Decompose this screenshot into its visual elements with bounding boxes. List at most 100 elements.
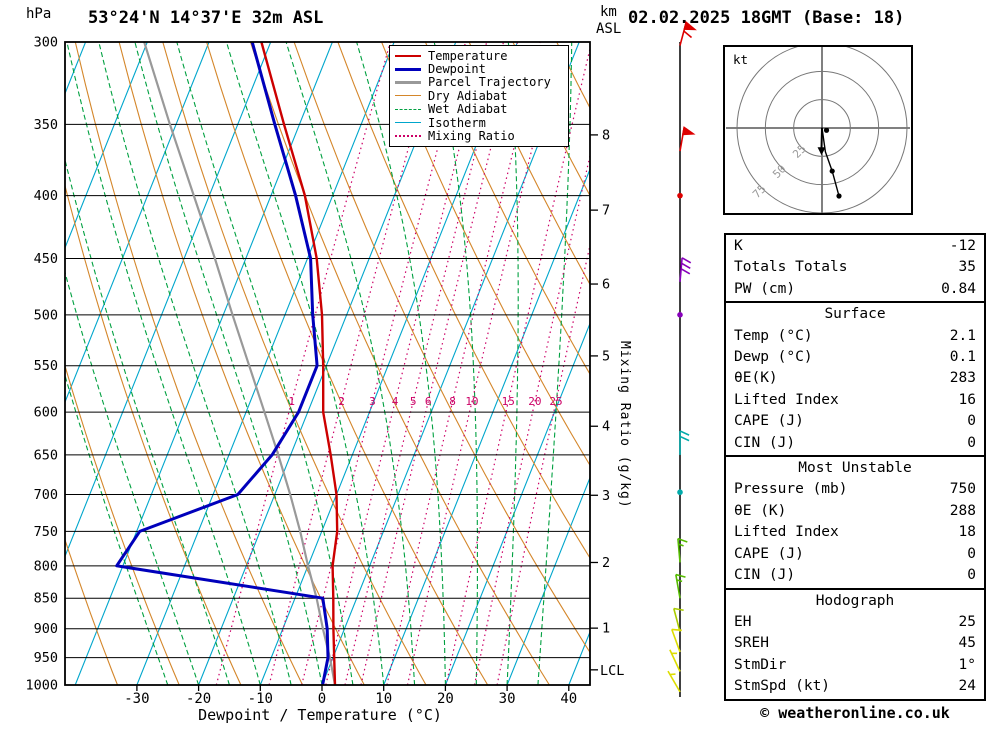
mixing-ratio-value: 20 xyxy=(528,395,541,408)
mixing-ratio-value: 4 xyxy=(392,395,399,408)
table-row: θE (K) 288 xyxy=(726,501,984,522)
table-label: Lifted Index xyxy=(734,524,839,541)
copyright-link[interactable]: © weatheronline.co.uk xyxy=(760,704,950,722)
table-value: 35 xyxy=(958,259,976,276)
temp-tick-label: 40 xyxy=(560,691,577,707)
wind-calm-dot xyxy=(677,192,683,199)
station-title: 53°24'N 14°37'E 32m ASL xyxy=(88,8,324,28)
table-value: 1° xyxy=(958,656,976,673)
table-label: Pressure (mb) xyxy=(734,481,848,498)
pressure-tick-label: 1000 xyxy=(25,678,58,694)
legend-item: Parcel Trajectory xyxy=(395,75,563,90)
table-section-header: Surface xyxy=(824,306,886,323)
legend-item: Wet Adiabat xyxy=(395,102,563,116)
hodograph-trace-dot xyxy=(829,168,835,174)
x-axis-label: Dewpoint / Temperature (°C) xyxy=(198,706,442,724)
legend-line-sample xyxy=(395,135,421,138)
wind-calm-dot xyxy=(677,312,683,318)
mixing-ratio-value: 25 xyxy=(549,395,562,408)
table-label: CAPE (J) xyxy=(734,413,804,430)
table-label: CAPE (J) xyxy=(734,545,804,562)
temperature-trace xyxy=(260,42,339,685)
legend-line-sample xyxy=(395,95,421,97)
km-tick-label: 1 xyxy=(602,621,610,637)
indices-table: K -12 Totals Totals 35 PW (cm) 0.84 Surface Tem… xyxy=(724,233,986,701)
table-label: θE (K) xyxy=(734,502,787,519)
temp-tick-label: -20 xyxy=(186,691,211,707)
isotherm-lines xyxy=(65,42,590,685)
mixing-ratio-axis-label: Mixing Ratio (g/kg) xyxy=(617,341,632,509)
wind-barb xyxy=(673,607,684,632)
legend-item: Dry Adiabat xyxy=(395,89,563,103)
legend-item: Dewpoint xyxy=(395,62,563,77)
height-tick-labels: 8 7 6 5 4 3 2 1 LCL xyxy=(590,127,624,679)
table-label: PW (cm) xyxy=(734,280,796,297)
wind-barb xyxy=(669,649,681,672)
table-section: Hodograph EH 25 SREH 45 StmDir 1° StmSpd (kt) 24 xyxy=(726,587,984,699)
legend-item: Mixing Ratio xyxy=(395,129,563,144)
km-tick-label: 2 xyxy=(602,555,610,571)
table-label: θE(K) xyxy=(734,370,778,387)
table-row: Lifted Index 16 xyxy=(726,390,984,411)
temperature-tick-labels: -30 -20 -10 0 10 20 30 40 xyxy=(124,685,577,707)
table-value: 0 xyxy=(967,434,976,451)
temp-tick-label: -10 xyxy=(248,691,273,707)
table-value: 283 xyxy=(949,370,976,387)
legend-item-label: Dewpoint xyxy=(428,62,486,77)
legend-item: Isotherm xyxy=(395,116,563,130)
hodograph-box xyxy=(723,45,913,215)
table-row: CIN (J) 0 xyxy=(726,433,984,454)
pressure-tick-label: 950 xyxy=(34,650,58,666)
table-section: Most Unstable Pressure (mb) 750 θE (K) 288 Li… xyxy=(726,455,984,587)
table-row: StmDir 1° xyxy=(726,655,984,676)
wind-barb xyxy=(679,20,697,46)
table-label: Temp (°C) xyxy=(734,327,813,344)
legend-item-label: Mixing Ratio xyxy=(428,129,515,144)
wind-barb xyxy=(667,670,681,693)
dewpoint-trace xyxy=(115,42,330,685)
table-value: 288 xyxy=(949,502,976,519)
table-section: K -12 Totals Totals 35 PW (cm) 0.84 xyxy=(726,235,984,301)
legend-line-sample xyxy=(395,54,421,57)
mixing-ratio-value: 2 xyxy=(338,395,345,408)
table-value: 45 xyxy=(958,635,976,652)
legend-line-sample xyxy=(395,122,421,124)
table-label: Dewp (°C) xyxy=(734,349,813,366)
table-row: K -12 xyxy=(726,236,984,257)
pressure-tick-label: 750 xyxy=(34,524,58,540)
sounding-traces xyxy=(115,42,339,685)
km-tick-label: 6 xyxy=(602,277,610,293)
temp-tick-label: -30 xyxy=(124,691,149,707)
mixing-ratio-value: 3 xyxy=(369,395,376,408)
lcl-label: LCL xyxy=(600,663,624,679)
wind-barb xyxy=(675,573,686,599)
temp-tick-label: 0 xyxy=(318,691,326,707)
temp-tick-label: 20 xyxy=(437,691,454,707)
pressure-tick-label: 550 xyxy=(34,358,58,374)
table-label: StmDir xyxy=(734,656,787,673)
mixing-ratio-value: 6 xyxy=(425,395,432,408)
wind-barb xyxy=(679,126,696,152)
mixing-ratio-value: 15 xyxy=(502,395,515,408)
km-tick-label: 5 xyxy=(602,348,610,364)
table-value: 0 xyxy=(967,567,976,584)
table-label: K xyxy=(734,238,743,254)
table-value: 750 xyxy=(949,481,976,498)
table-value: 0 xyxy=(967,545,976,562)
pressure-tick-label: 650 xyxy=(34,447,58,463)
height-axis-unit-km: km xyxy=(600,4,617,20)
mixing-ratio-value: 1 xyxy=(288,395,295,408)
temp-tick-label: 10 xyxy=(375,691,392,707)
table-row: PW (cm) 0.84 xyxy=(726,279,984,300)
table-section-header: Hodograph xyxy=(815,592,895,609)
table-section: Surface Temp (°C) 2.1 Dewp (°C) 0.1 θE(K) 283 L… xyxy=(726,301,984,455)
km-tick-label: 3 xyxy=(602,488,610,504)
pressure-tick-label: 400 xyxy=(34,188,58,204)
legend-item-label: Parcel Trajectory xyxy=(428,75,551,90)
table-label: EH xyxy=(734,613,752,630)
height-axis-unit-asl: ASL xyxy=(596,21,622,37)
table-value: 0.1 xyxy=(949,349,976,366)
table-label: CIN (J) xyxy=(734,567,796,584)
